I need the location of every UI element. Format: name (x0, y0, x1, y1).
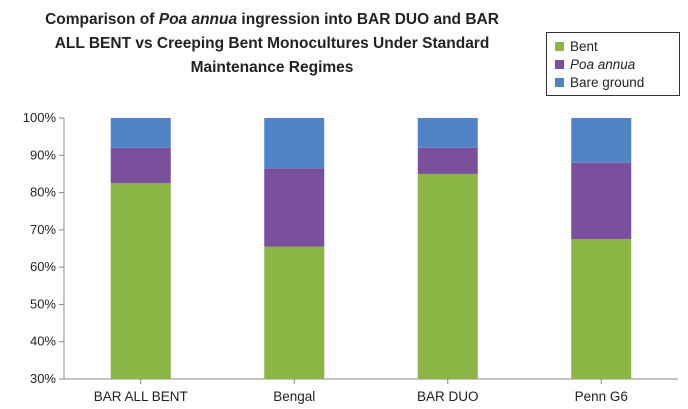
legend-label-bent: Bent (570, 38, 598, 54)
title-line-3: Maintenance Regimes (190, 59, 354, 76)
y-tick-label: 100% (23, 110, 57, 125)
legend-swatch-poa-annua (555, 59, 564, 69)
y-tick-label: 60% (30, 259, 56, 274)
bar-segment-bent (110, 183, 171, 379)
bar-segment-bare-ground (110, 118, 171, 148)
legend-entry-poa-annua: Poa annua (555, 55, 635, 73)
x-category-label: BAR DUO (417, 389, 479, 404)
y-tick-label: 90% (30, 147, 56, 162)
y-tick-label: 40% (30, 334, 56, 349)
chart-labels: 30% 40% 50% 60% 70% 80% 90% 100% BAR ALL BENT Ben… (23, 110, 628, 404)
bar-segment-bent (264, 246, 325, 379)
chart-bars (110, 118, 632, 379)
chart-title: Comparison of Poa annua ingression into … (4, 8, 540, 80)
bar-segment-poa-annua (571, 162, 632, 240)
x-category-label: BAR ALL BENT (94, 389, 188, 404)
legend-swatch-bent (555, 41, 564, 51)
bar-segment-poa-annua (417, 147, 478, 174)
y-tick-label: 70% (30, 222, 56, 237)
bar-segment-poa-annua (110, 147, 171, 184)
legend-label-poa-annua: Poa annua (570, 56, 636, 72)
title-line-1-start: Comparison of (45, 11, 159, 28)
x-category-label: Bengal (273, 389, 315, 404)
bar-segment-bare-ground (417, 118, 478, 148)
y-tick-label: 30% (30, 371, 56, 386)
title-line-2: ALL BENT vs Creeping Bent Monocultures U… (54, 35, 490, 52)
title-line-1: Comparison of Poa annua ingression into … (4, 8, 540, 32)
legend-swatch-bare-ground (555, 77, 564, 87)
bar-segment-poa-annua (264, 168, 325, 247)
bar-segment-bent (571, 239, 632, 379)
title-poa-annua: Poa annua (158, 11, 238, 28)
bar-segment-bare-ground (264, 118, 325, 169)
legend: Bent Poa annua Bare ground (546, 32, 680, 96)
y-tick-label: 80% (30, 185, 56, 200)
legend-label-bare-ground: Bare ground (570, 74, 645, 90)
bar-segment-bent (417, 173, 478, 379)
y-tick-label: 50% (30, 296, 56, 311)
legend-entry-bent: Bent (555, 37, 598, 55)
x-category-label: Penn G6 (575, 389, 628, 404)
bar-segment-bare-ground (571, 118, 632, 163)
title-line-1-end: ingression into BAR DUO and BAR (237, 11, 499, 28)
legend-entry-bare-ground: Bare ground (555, 73, 644, 91)
